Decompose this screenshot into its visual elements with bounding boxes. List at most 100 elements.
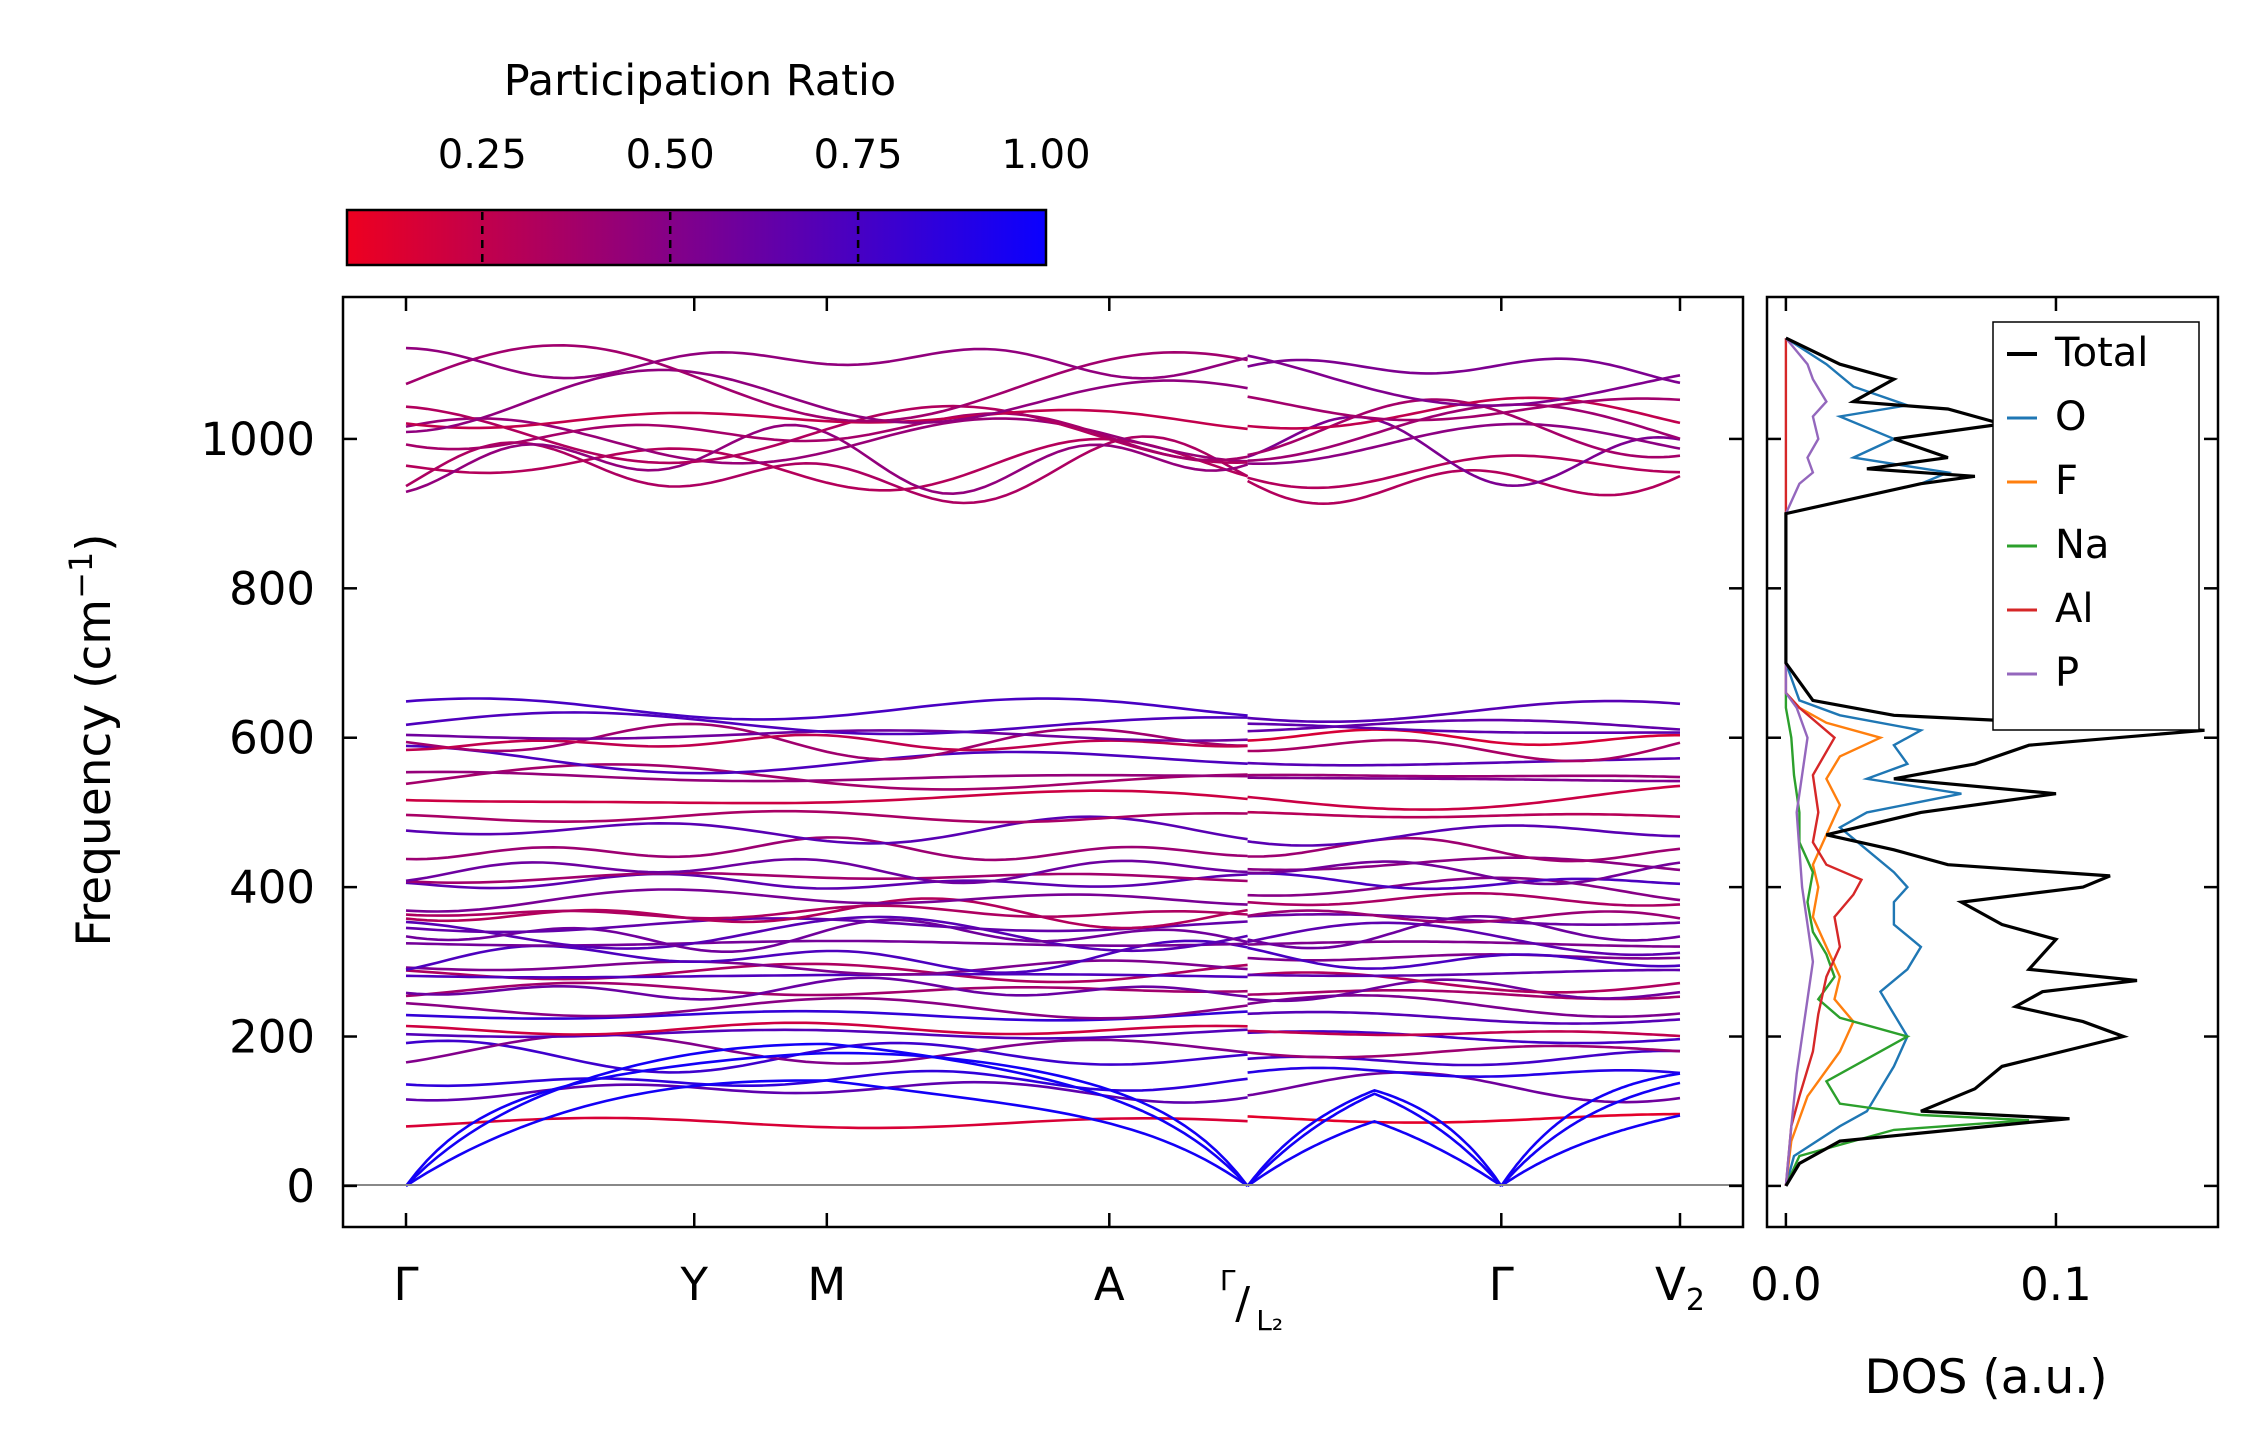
phonon-band: [1247, 357, 1681, 385]
phonon-band: [405, 959, 1248, 976]
acoustic-band: [404, 1051, 1249, 1187]
phonon-band: [405, 872, 1248, 890]
k-point-label: Γ: [1489, 1258, 1514, 1311]
y-axis-label-base: Frequency (cm: [67, 599, 122, 947]
phonon-band: [405, 939, 1248, 947]
phonon-band: [1247, 718, 1681, 733]
acoustic-band: [1500, 1072, 1681, 1187]
phonon-band: [1247, 1066, 1681, 1079]
phonon-band: [405, 722, 1248, 761]
phonon-band: [1247, 728, 1680, 747]
phonon-band: [1247, 784, 1681, 811]
phonon-band: [405, 789, 1248, 805]
phonon-band: [1247, 810, 1681, 819]
y-tick-label: 800: [229, 562, 315, 615]
k-point-label-slash: /: [1235, 1278, 1250, 1329]
phonon-band: [1247, 952, 1681, 962]
phonon-band: [405, 343, 1248, 423]
phonon-band: [1247, 892, 1681, 907]
y-tick-label: 600: [229, 712, 315, 765]
colorbar-gradient: [345, 208, 1048, 267]
phonon-band: [1247, 398, 1681, 459]
legend-entry: F: [2055, 458, 2078, 504]
legend-entry: O: [2055, 394, 2086, 440]
phonon-band: [1247, 946, 1681, 970]
phonon-band: [405, 412, 1248, 462]
dos-series-f: [1784, 692, 1884, 1187]
phonon-band: [405, 888, 1248, 913]
phonon-band: [1247, 872, 1681, 891]
phonon-band: [405, 368, 1248, 434]
dos-series-total: [1784, 336, 2205, 1187]
phonon-band: [1247, 824, 1681, 847]
k-point-label-v2-sub: 2: [1686, 1283, 1705, 1318]
phonon-band: [405, 346, 1248, 380]
phonon-band: [1247, 836, 1681, 863]
phonon-band: [405, 404, 1248, 465]
phonon-band: [1247, 757, 1681, 767]
phonon-band: [1247, 1029, 1681, 1038]
y-tick-label: 1000: [200, 413, 315, 466]
k-point-label-l2: L₂: [1256, 1304, 1283, 1337]
legend-entry: Total: [2054, 330, 2148, 376]
phonon-band: [1247, 971, 1681, 994]
phonon-band: [1247, 1030, 1681, 1045]
phonon-band: [405, 408, 1248, 431]
phonon-band: [1247, 876, 1681, 902]
phonon-band: [1247, 940, 1680, 948]
phonon-band: [1247, 773, 1681, 779]
phonon-band: [405, 1039, 1248, 1074]
phonon-band: [405, 962, 1248, 984]
phonon-band: [1247, 860, 1681, 886]
phonon-band: [405, 763, 1248, 791]
phonon-band: [1247, 994, 1681, 1018]
phonon-band: [405, 996, 1248, 1020]
k-point-label: Γ: [393, 1258, 418, 1311]
k-point-label: Y: [679, 1258, 708, 1311]
phonon-band: [1247, 978, 1681, 1003]
phonon-band: [405, 417, 1248, 465]
phonon-band: [405, 744, 1248, 775]
phonon-band: [1247, 915, 1681, 950]
colorbar-tick-label: 1.00: [1001, 132, 1090, 178]
phonon-band: [405, 981, 1248, 998]
acoustic-band: [1246, 1089, 1503, 1187]
phonon-band: [1247, 921, 1681, 957]
phonon-band: [1247, 738, 1681, 763]
legend-frame: [1992, 321, 2200, 731]
phonon-band: [1247, 776, 1680, 783]
acoustic-band: [1246, 1120, 1503, 1187]
dos-legend: Total OF Na Al P: [1992, 321, 2200, 731]
phonon-band: [405, 904, 1248, 920]
legend-entry: P: [2055, 650, 2079, 696]
phonon-band: [405, 435, 1249, 505]
phonon-band: [1247, 403, 1681, 462]
dos-panel: 0.0 0.1 DOS (a.u.) Total OF Na Al P: [1750, 295, 2220, 1405]
dos-series-p: [1784, 337, 1828, 1187]
phonon-band: [405, 972, 1248, 979]
acoustic-band: [405, 1042, 1249, 1187]
acoustic-band: [1500, 1081, 1681, 1187]
dos-series-o: [1784, 337, 1962, 1187]
phonon-band: [1247, 354, 1681, 407]
phonon-band: [1247, 722, 1680, 734]
phonon-band: [405, 770, 1248, 783]
dos-x-tick-label: 0.1: [2020, 1258, 2092, 1311]
phonon-band: [405, 918, 1248, 953]
k-point-label-gamma-top: Γ: [1220, 1264, 1236, 1297]
y-tick-label: 0: [286, 1160, 315, 1213]
phonon-band: [1247, 422, 1681, 465]
k-point-label-v2: V2: [1655, 1258, 1705, 1318]
phonon-band: [1247, 856, 1681, 872]
phonon-band: [405, 733, 1248, 752]
phonon-band: [1247, 699, 1681, 723]
phonon-band: [405, 857, 1248, 885]
acoustic-band: [1500, 1114, 1681, 1187]
dos-x-tick-label: 0.0: [1750, 1258, 1822, 1311]
phonon-band: [405, 836, 1248, 862]
dos-series-al: [1784, 338, 1864, 1187]
phonon-band: [405, 1028, 1248, 1040]
dos-x-axis-label: DOS (a.u.): [1864, 1350, 2107, 1405]
